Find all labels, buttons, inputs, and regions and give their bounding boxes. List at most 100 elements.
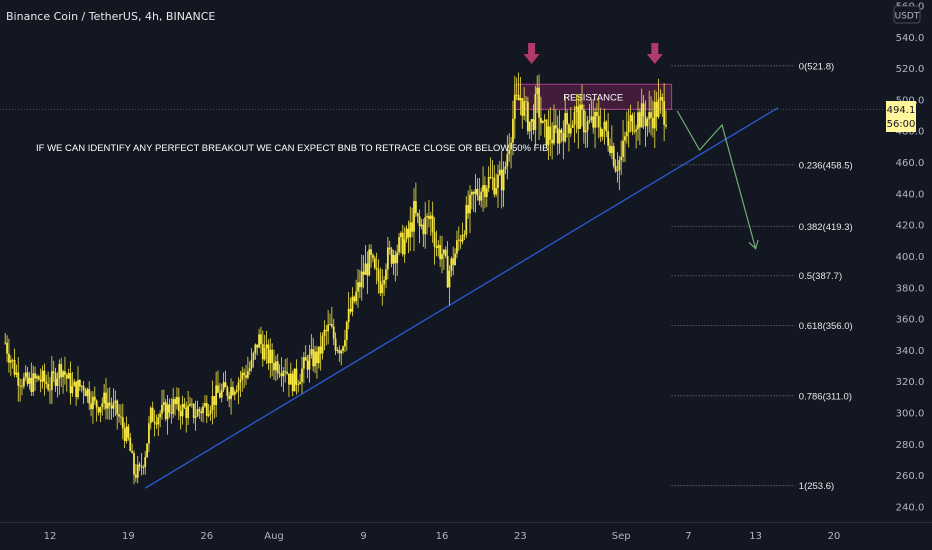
candle-body xyxy=(493,177,496,195)
candle-body xyxy=(368,249,371,276)
candle-body xyxy=(6,342,8,354)
candle-body xyxy=(414,201,417,214)
candle-body xyxy=(450,258,453,271)
candle-body xyxy=(629,115,632,122)
currency-badge[interactable] xyxy=(893,5,921,24)
candle-body xyxy=(342,346,344,351)
candle-body xyxy=(136,464,139,478)
candle-body xyxy=(484,185,486,198)
support-trendline[interactable] xyxy=(144,107,779,489)
fib-level-label[interactable]: 0.5(387.7) xyxy=(799,271,842,282)
candle-body xyxy=(22,377,25,387)
fib-level-label[interactable]: 0.382(419.3) xyxy=(799,222,853,233)
candle-body xyxy=(426,215,428,218)
time-tick-label: 19 xyxy=(122,531,135,542)
candle-body xyxy=(566,113,568,125)
candle-body xyxy=(248,368,251,372)
candle-body xyxy=(260,334,262,345)
down-arrow-icon[interactable] xyxy=(523,43,540,64)
candle-body xyxy=(146,443,148,458)
annotation-text[interactable]: IF WE CAN IDENTIFY ANY PERFECT BREAKOUT … xyxy=(36,143,548,154)
candle-body xyxy=(605,121,608,132)
candle-body xyxy=(345,321,348,341)
fib-level-label[interactable]: 0.236(458.5) xyxy=(799,160,853,171)
arrow-markers[interactable] xyxy=(523,43,663,64)
candle-body xyxy=(284,371,287,372)
candle-body xyxy=(224,382,227,388)
candle-body xyxy=(409,222,412,238)
candle-body xyxy=(569,127,572,134)
candle-body xyxy=(665,124,667,127)
trendline-line[interactable] xyxy=(144,107,779,489)
candle-body xyxy=(88,388,91,404)
fib-level-label[interactable]: 0.618(356.0) xyxy=(799,321,853,332)
time-tick-label: 9 xyxy=(360,531,366,542)
candle-body xyxy=(71,386,74,394)
candle-body xyxy=(15,372,18,375)
fib-level-label[interactable]: 0(521.8) xyxy=(799,61,834,72)
candle-body xyxy=(316,351,318,364)
fib-level-label[interactable]: 1(253.6) xyxy=(799,481,834,492)
candle-body xyxy=(267,344,270,364)
candle-body xyxy=(140,466,143,468)
price-tick-label: 520.0 xyxy=(896,64,925,75)
candle-body xyxy=(407,228,410,238)
price-tick-label: 500.0 xyxy=(896,95,925,106)
candle-body xyxy=(123,428,126,442)
candle-body xyxy=(614,165,617,172)
candle-body xyxy=(261,344,264,360)
candle-body xyxy=(142,467,145,468)
fibonacci-retracement[interactable]: 0(521.8) 0.236(458.5) 0.382(419.3) 0.5(387.… xyxy=(671,61,853,492)
candle-body xyxy=(183,403,186,408)
candle-body xyxy=(151,407,154,422)
candle-body xyxy=(470,191,473,195)
candle-body xyxy=(459,239,462,242)
symbol-title[interactable]: Binance Coin / TetherUS, 4h, BINANCE xyxy=(6,10,215,23)
candle-body xyxy=(625,132,628,137)
projection-path[interactable] xyxy=(676,110,759,250)
candle-body xyxy=(205,403,208,416)
candle-body xyxy=(190,403,193,405)
candle-body xyxy=(610,146,613,153)
candle-body xyxy=(338,350,341,354)
candle-body xyxy=(226,387,229,396)
candle-body xyxy=(547,126,550,145)
candle-body xyxy=(67,373,70,379)
candle-body xyxy=(351,296,354,312)
candle-body xyxy=(101,403,104,408)
candle-body xyxy=(13,359,16,375)
candle-body xyxy=(607,131,610,146)
candle-body xyxy=(306,360,309,370)
candle-body xyxy=(288,373,290,385)
candle-body xyxy=(441,254,443,260)
candle-body xyxy=(594,111,596,128)
candle-body xyxy=(549,126,552,140)
candle-body xyxy=(310,349,313,355)
candle-body xyxy=(349,308,352,312)
candle-body xyxy=(657,99,660,117)
candle-body xyxy=(50,371,53,390)
candle-body xyxy=(638,112,641,128)
candle-body xyxy=(482,185,484,192)
candle-body xyxy=(217,385,219,393)
fib-level-label[interactable]: 0.786(311.0) xyxy=(799,391,852,402)
candle-body xyxy=(245,375,247,378)
candle-body xyxy=(618,160,621,171)
candle-body xyxy=(148,423,150,444)
projection-line[interactable] xyxy=(676,110,757,249)
candle-body xyxy=(418,216,421,227)
price-tick-label: 380.0 xyxy=(896,283,925,294)
candle-body xyxy=(554,125,557,129)
price-axis[interactable] xyxy=(885,0,932,522)
candle-body xyxy=(235,390,238,392)
candle-body xyxy=(474,188,477,194)
candle-body xyxy=(498,169,501,175)
price-tick-label: 400.0 xyxy=(896,252,925,263)
candle-body xyxy=(181,403,184,417)
down-arrow-icon[interactable] xyxy=(646,43,663,64)
price-tick-label: 420.0 xyxy=(896,221,925,232)
candle-body xyxy=(230,387,232,400)
candle-body xyxy=(577,106,580,129)
